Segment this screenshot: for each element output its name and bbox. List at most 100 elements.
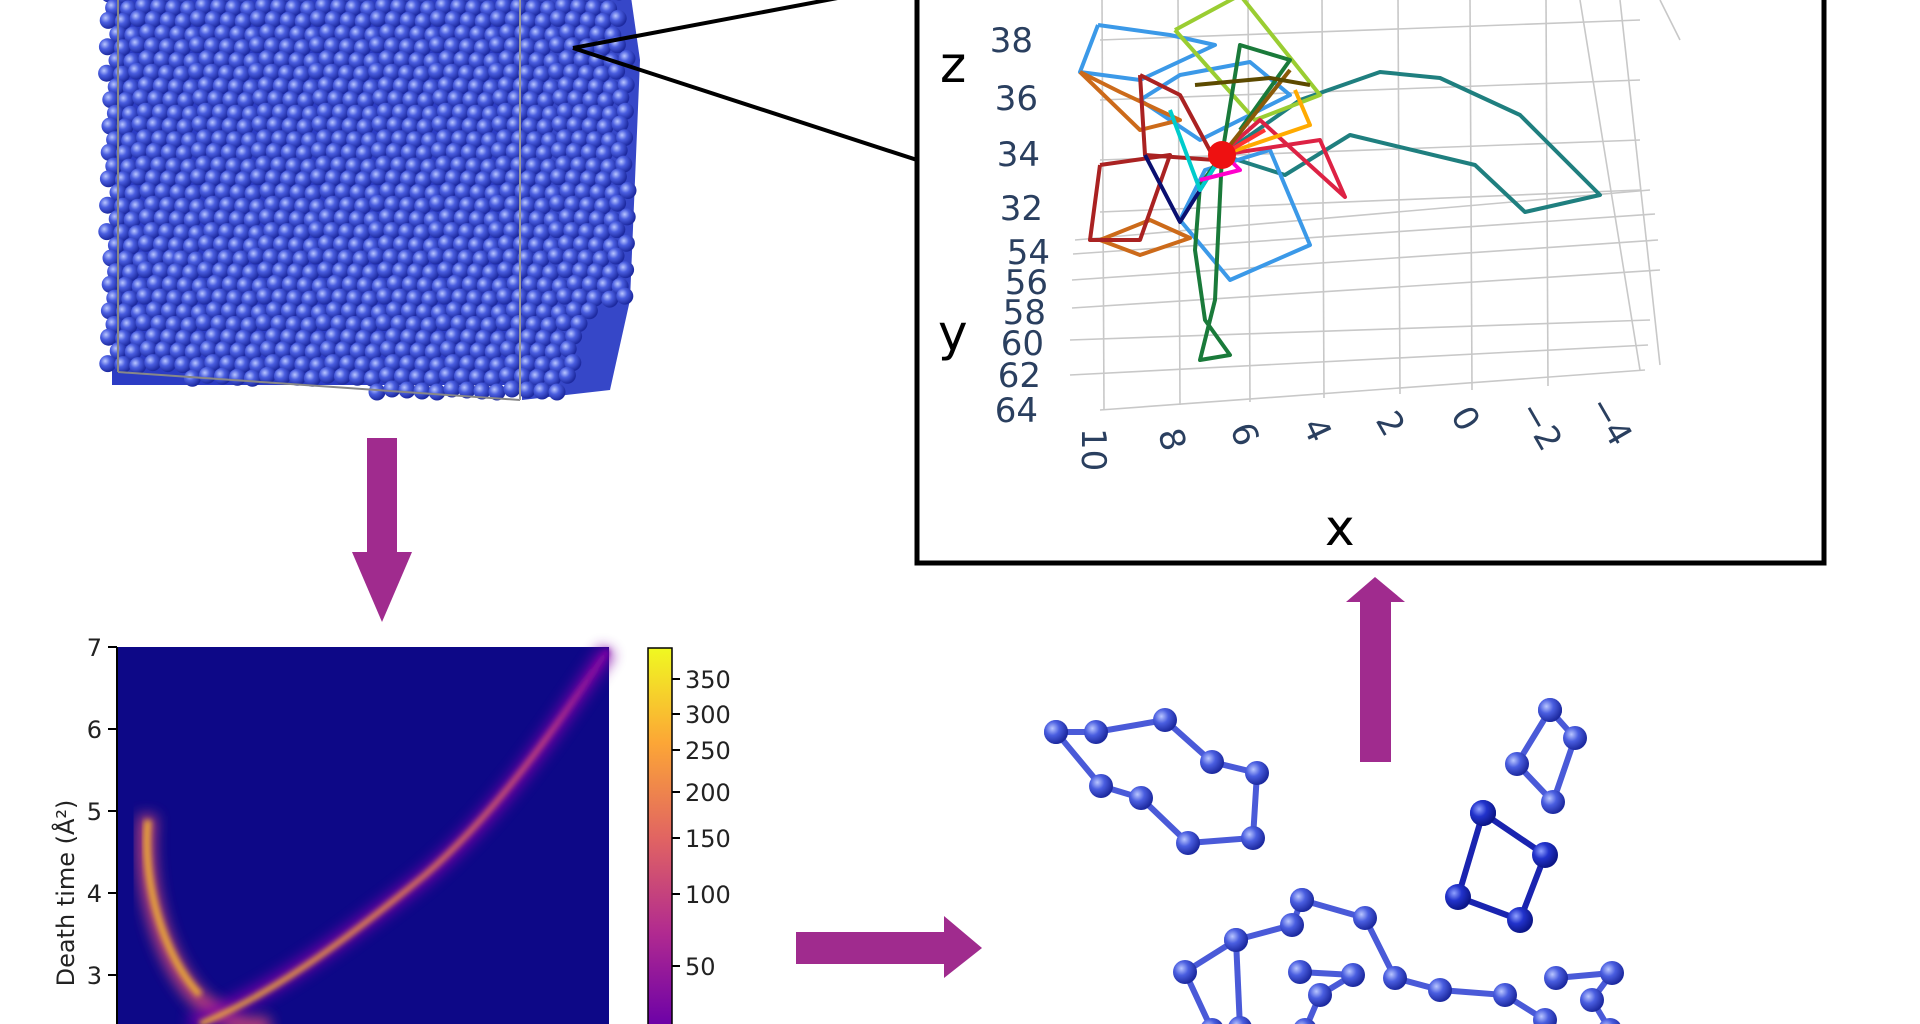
atom-sphere [324,169,342,187]
atom-sphere [442,248,460,266]
atom-sphere [236,276,254,294]
atom-sphere [453,367,471,385]
atom-sphere [566,274,584,292]
atom-sphere [580,302,598,320]
atom-sphere [198,366,216,384]
atom-sphere [533,224,551,242]
atom-sphere [371,115,389,133]
heatmap-y-tick-label: 6 [87,716,102,744]
atom-sphere [324,354,342,372]
atom-sphere [116,118,134,136]
arrow-down [352,438,412,622]
atom-sphere [272,262,290,280]
atom-sphere [572,77,590,95]
atom-sphere [364,343,382,361]
atom-sphere [281,117,299,135]
atom-sphere [420,317,438,334]
atom-sphere [198,208,216,226]
atom-sphere [459,170,477,188]
atom-sphere [188,36,206,54]
atom-sphere [308,36,326,54]
atom-sphere [353,39,371,57]
atom-sphere [586,289,604,307]
atom-sphere [503,380,521,398]
atom-sphere [263,63,281,81]
colorbar-tick-label: 200 [685,779,731,807]
atom-sphere [98,38,116,56]
atom-sphere [169,342,187,360]
atom-sphere [415,303,433,321]
atom-sphere [294,197,312,215]
atom-sphere [285,157,303,175]
atom-sphere [376,129,394,147]
atom-sphere [145,142,163,160]
atom-sphere [218,64,236,82]
z-tick-label: 36 [995,79,1038,119]
atom-sphere [161,117,179,135]
atom-sphere [211,130,229,148]
atom-sphere [492,89,510,107]
atom-sphere [158,223,176,241]
atom-sphere [235,329,253,347]
atom-sphere [220,143,238,161]
atom-sphere [289,184,307,201]
atom-sphere [100,328,118,346]
atom-sphere [309,9,327,27]
atom-sphere [559,182,577,199]
atom-sphere [535,144,553,162]
atom-sphere [122,237,140,255]
atom-sphere [526,104,544,122]
atom-sphere [265,301,283,319]
atom-sphere [166,104,184,122]
atom-sphere [256,129,274,147]
atom-sphere [477,92,495,110]
atom-sphere [375,314,393,331]
atom-sphere [341,275,359,293]
atom-sphere [503,222,521,240]
atom-sphere [234,197,252,215]
atom-sphere [413,382,431,400]
atom-sphere [496,287,514,305]
atom-sphere [616,0,622,1]
atom-sphere [310,141,328,159]
y-tick-label: 58 [1003,293,1046,333]
atom-sphere [459,196,477,214]
loop-atom [1507,907,1533,933]
atom-sphere [518,223,536,241]
atom-sphere [150,156,168,174]
atom-sphere [446,274,464,292]
atom-sphere [355,144,373,162]
atom-sphere [518,38,536,56]
loop-atom [1129,786,1153,810]
atom-sphere [203,37,221,55]
atom-sphere [338,38,356,56]
atom-sphere [252,89,270,107]
atom-sphere [352,250,370,268]
atom-sphere [438,366,456,384]
atom-sphere [369,9,387,27]
atom-sphere [490,141,508,159]
atom-sphere [233,224,251,242]
atom-sphere [565,142,583,160]
colorbar-tick-label: 50 [685,953,716,981]
atom-sphere [271,103,289,121]
atom-sphere [280,143,298,161]
atom-sphere [173,224,191,242]
atom-sphere [334,183,352,200]
atom-spheres [98,0,637,401]
atom-sphere [367,247,385,265]
atom-sphere [429,9,447,27]
atom-sphere [203,222,221,240]
atom-sphere [537,92,555,110]
z-tick-label: 32 [1000,189,1043,229]
atom-sphere [196,287,214,305]
atom-sphere [384,169,402,187]
atom-sphere [427,247,445,265]
atom-sphere [319,23,337,41]
atom-sphere [453,209,471,227]
atom-sphere [587,78,605,96]
atom-sphere [383,63,401,81]
atom-sphere [243,369,261,387]
atom-sphere [257,76,275,94]
atom-sphere [124,185,142,202]
